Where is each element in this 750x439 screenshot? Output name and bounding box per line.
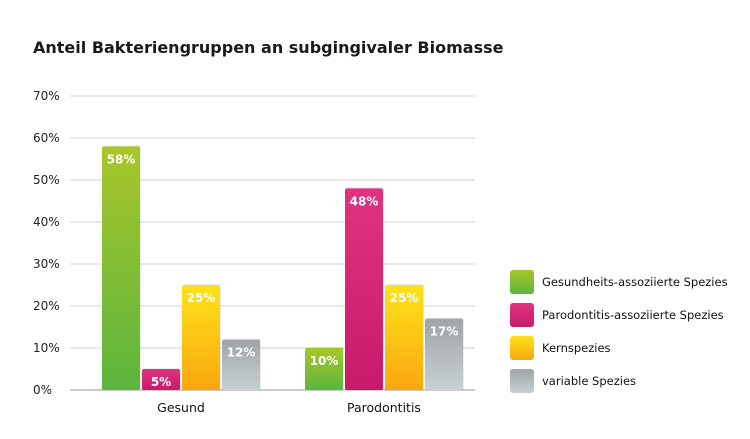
bar <box>345 188 383 390</box>
y-tick-label: 70% <box>33 89 60 103</box>
bar <box>142 369 180 390</box>
x-category-label: Gesund <box>157 400 205 415</box>
y-tick-label: 0% <box>33 383 52 397</box>
legend-swatch <box>510 336 534 360</box>
bar <box>102 146 140 390</box>
data-label: 48% <box>350 194 379 208</box>
y-tick-label: 10% <box>33 341 60 355</box>
data-label: 25% <box>187 291 216 305</box>
bar <box>425 318 463 390</box>
data-label: 58% <box>107 152 136 166</box>
data-label: 25% <box>390 291 419 305</box>
data-label: 5% <box>151 375 171 389</box>
legend-label: Parodontitis-assoziierte Spezies <box>542 308 724 322</box>
y-tick-label: 30% <box>33 257 60 271</box>
legend-swatch <box>510 369 534 393</box>
chart-title: Anteil Bakteriengruppen an subgingivaler… <box>33 38 504 57</box>
bar <box>222 339 260 390</box>
y-tick-label: 60% <box>33 131 60 145</box>
legend-swatch <box>510 303 534 327</box>
y-tick-label: 50% <box>33 173 60 187</box>
bar <box>305 348 343 390</box>
bar <box>385 285 423 390</box>
legend-label: Kernspezies <box>542 341 611 355</box>
legend-swatch <box>510 270 534 294</box>
legend-label: variable Spezies <box>542 374 636 388</box>
x-category-label: Parodontitis <box>347 400 421 415</box>
y-tick-label: 40% <box>33 215 60 229</box>
data-label: 17% <box>430 325 459 339</box>
y-tick-label: 20% <box>33 299 60 313</box>
data-label: 10% <box>310 354 339 368</box>
bar <box>182 285 220 390</box>
data-label: 12% <box>227 346 256 360</box>
legend-label: Gesundheits-assoziierte Spezies <box>542 275 728 289</box>
